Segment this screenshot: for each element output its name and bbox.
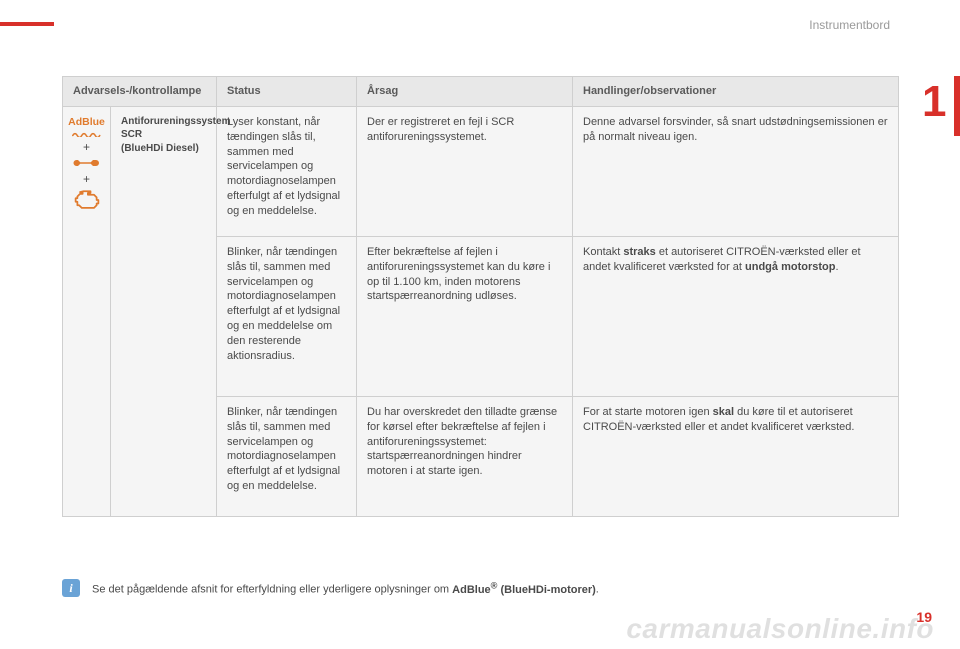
watermark: carmanualsonline.info [626,613,934,645]
note-tail: . [596,584,599,596]
action-text: . [835,261,838,273]
chapter-tab: 1 [916,76,960,136]
wrench-icon [72,157,102,169]
th-cause: Årsag [357,77,573,107]
plus-icon: + [83,173,90,185]
breadcrumb: Instrumentbord [809,18,890,32]
accent-bar [0,22,54,26]
cause-cell: Der er registreret en fejl i SCR antifor… [357,106,573,236]
action-cell: Kontakt straks et autoriseret CITROËN-væ… [573,236,899,396]
status-cell: Lyser konstant, når tændingen slås til, … [217,106,357,236]
status-cell: Blinker, når tændingen slås til, sammen … [217,396,357,516]
table-row: AdBlue + + Ant [63,106,899,236]
icon-stack: AdBlue + + [67,115,106,212]
th-lamp: Advarsels-/kontrollampe [63,77,217,107]
action-text: For at starte motoren igen [583,406,713,418]
table-header-row: Advarsels-/kontrollampe Status Årsag Han… [63,77,899,107]
adblue-wave-icon [69,131,105,137]
system-name-line3: (BlueHDi Diesel) [121,143,199,154]
page: Instrumentbord 1 Advarsels-/kontrollampe… [0,0,960,649]
chapter-tab-bar [954,76,960,136]
cause-cell: Efter bekræftelse af fejlen i antiforure… [357,236,573,396]
chapter-number: 1 [922,80,946,124]
info-icon: i [62,579,80,597]
th-status: Status [217,77,357,107]
action-bold: skal [713,406,734,418]
system-name-line2: SCR [121,129,142,140]
note-text: Se det pågældende afsnit for efterfyldni… [92,580,599,596]
system-name-cell: Antiforureningssystem SCR (BlueHDi Diese… [111,106,217,516]
plus-icon: + [83,141,90,153]
warning-table: Advarsels-/kontrollampe Status Årsag Han… [62,76,899,517]
engine-icon [73,189,101,211]
th-action: Handlinger/observationer [573,77,899,107]
system-name-line1: Antiforureningssystem [121,116,230,127]
action-text: Kontakt [583,246,623,258]
status-cell: Blinker, når tændingen slås til, sammen … [217,236,357,396]
info-note: i Se det pågældende afsnit for efterfyld… [62,579,599,597]
cause-cell: Du har overskredet den tilladte grænse f… [357,396,573,516]
adblue-icon: AdBlue [68,117,105,128]
action-cell: Denne advarsel forsvinder, så snart udst… [573,106,899,236]
icon-cell: AdBlue + + [63,106,111,516]
note-bold: AdBlue® (BlueHDi-motorer) [452,584,596,596]
action-bold: straks [623,246,655,258]
action-cell: For at starte motoren igen skal du køre … [573,396,899,516]
action-bold: undgå motorstop [745,261,835,273]
note-pre: Se det pågældende afsnit for efterfyldni… [92,584,452,596]
